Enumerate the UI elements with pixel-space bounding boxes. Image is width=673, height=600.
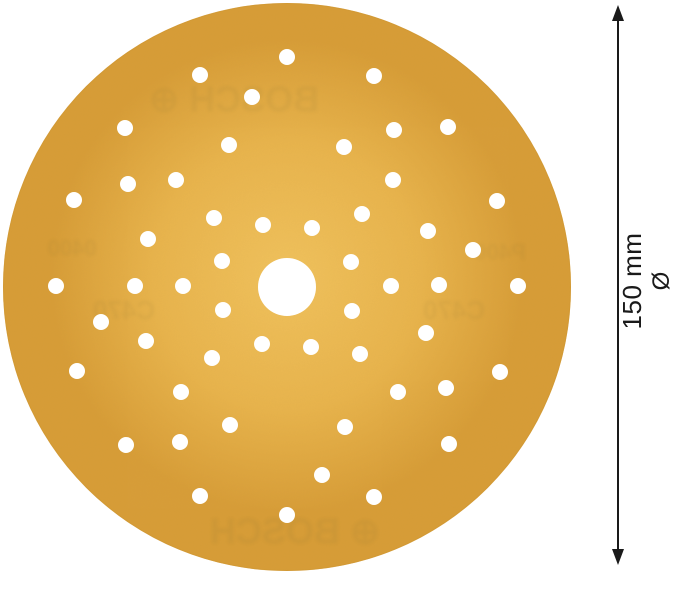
dimension-value: 150 mm: [617, 211, 647, 351]
arrowhead-down-icon: [612, 549, 624, 565]
dimension-arrow: [0, 0, 673, 600]
diameter-symbol: Ø: [647, 211, 673, 351]
arrowhead-up-icon: [612, 5, 624, 21]
product-image: BOSCH ⊕0400P400C470C470⊕ BOSCH 150 mm Ø: [0, 0, 673, 600]
dimension-label: 150 mm Ø: [617, 211, 673, 351]
